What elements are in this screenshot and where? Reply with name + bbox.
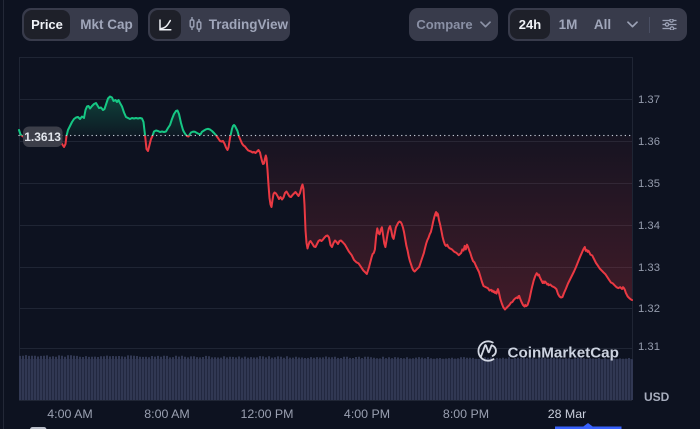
svg-text:1.35: 1.35 (638, 178, 660, 190)
svg-text:1.36: 1.36 (638, 136, 660, 148)
svg-text:1.3613: 1.3613 (24, 130, 61, 144)
svg-text:1.37: 1.37 (638, 94, 660, 106)
svg-text:1.31: 1.31 (638, 341, 660, 353)
svg-text:28 Mar: 28 Mar (548, 407, 587, 421)
svg-text:4:00 AM: 4:00 AM (47, 407, 92, 421)
svg-text:4:00 PM: 4:00 PM (344, 407, 390, 421)
svg-text:1.34: 1.34 (638, 220, 660, 232)
svg-text:8:00 AM: 8:00 AM (144, 407, 189, 421)
svg-text:CoinMarketCap: CoinMarketCap (508, 345, 619, 362)
svg-text:1.32: 1.32 (638, 303, 660, 315)
svg-text:1.33: 1.33 (638, 262, 660, 274)
svg-text:12:00 PM: 12:00 PM (240, 407, 293, 421)
svg-text:USD: USD (644, 390, 670, 404)
svg-text:8:00 PM: 8:00 PM (443, 407, 489, 421)
